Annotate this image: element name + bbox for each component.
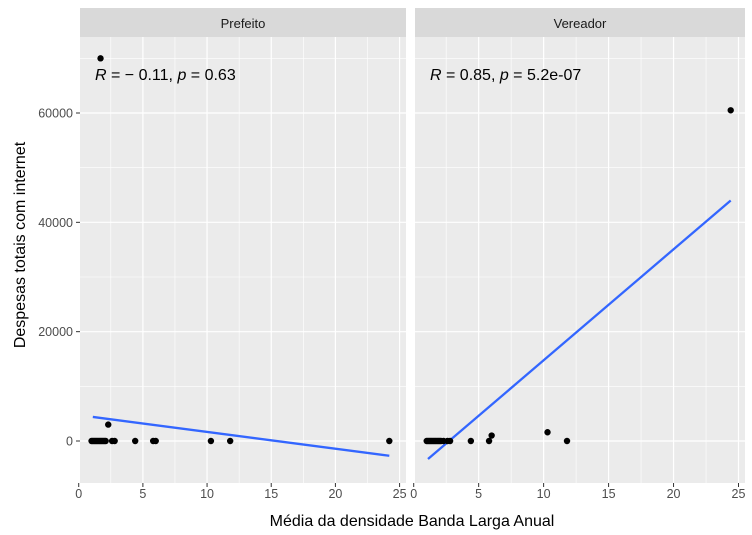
y-tick-label: 20000 bbox=[38, 325, 73, 339]
regression-line-prefeito bbox=[92, 415, 390, 457]
data-point bbox=[152, 437, 159, 445]
stat-annotation-vereador: R = 0.85, p = 5.2e-07 bbox=[430, 67, 581, 84]
y-tick-label: 40000 bbox=[38, 216, 73, 230]
data-point bbox=[727, 107, 734, 114]
x-axis-title: Média da densidade Banda Larga Anual bbox=[270, 513, 555, 530]
facet-strip-prefeito bbox=[80, 8, 406, 37]
data-point bbox=[131, 437, 139, 445]
facet-strip-label-prefeito: Prefeito bbox=[221, 16, 266, 31]
data-point bbox=[563, 437, 571, 445]
panel-vereador: Vereador 0 5 10 15 20 25 R = 0.85, p = 5.2e-07 bbox=[410, 8, 746, 501]
data-point bbox=[111, 437, 118, 445]
panel-background-prefeito bbox=[80, 37, 406, 483]
panel-prefeito: Prefeito 0 5 10 15 20 25 0 20000 40000 60000 R = − … bbox=[38, 8, 407, 501]
data-point bbox=[207, 437, 215, 445]
x-tick-label: 5 bbox=[475, 487, 482, 501]
data-point bbox=[467, 437, 475, 445]
data-point bbox=[488, 432, 495, 439]
gridlines-prefeito bbox=[78, 37, 406, 483]
x-tick-label: 15 bbox=[264, 487, 278, 501]
data-point bbox=[544, 429, 551, 436]
facet-strip-label-vereador: Vereador bbox=[554, 16, 607, 31]
data-point bbox=[446, 437, 454, 445]
x-tick-label: 0 bbox=[410, 487, 417, 501]
data-point bbox=[485, 437, 493, 445]
y-tick-label: 60000 bbox=[38, 107, 73, 121]
data-point bbox=[97, 55, 104, 62]
data-point bbox=[102, 437, 109, 445]
data-point bbox=[226, 437, 234, 445]
data-point bbox=[105, 421, 112, 428]
x-tick-label: 10 bbox=[537, 487, 551, 501]
x-tick-label: 5 bbox=[139, 487, 146, 501]
x-tick-label: 25 bbox=[732, 487, 746, 501]
x-tick-label: 15 bbox=[602, 487, 616, 501]
x-tick-label: 0 bbox=[75, 487, 82, 501]
x-tick-label: 20 bbox=[667, 487, 681, 501]
panel-background-vereador bbox=[415, 37, 745, 483]
y-tick-label: 0 bbox=[66, 435, 73, 449]
stat-annotation-prefeito: R = − 0.11, p = 0.63 bbox=[95, 67, 236, 84]
x-tick-label: 20 bbox=[328, 487, 342, 501]
data-point bbox=[386, 437, 393, 445]
y-axis-title: Despesas totais com internet bbox=[12, 141, 29, 348]
gridlines-vereador bbox=[413, 37, 745, 483]
x-tick-label: 25 bbox=[393, 487, 407, 501]
regression-line-vereador bbox=[427, 199, 732, 460]
facet-strip-vereador bbox=[415, 8, 745, 37]
x-tick-label: 10 bbox=[200, 487, 214, 501]
